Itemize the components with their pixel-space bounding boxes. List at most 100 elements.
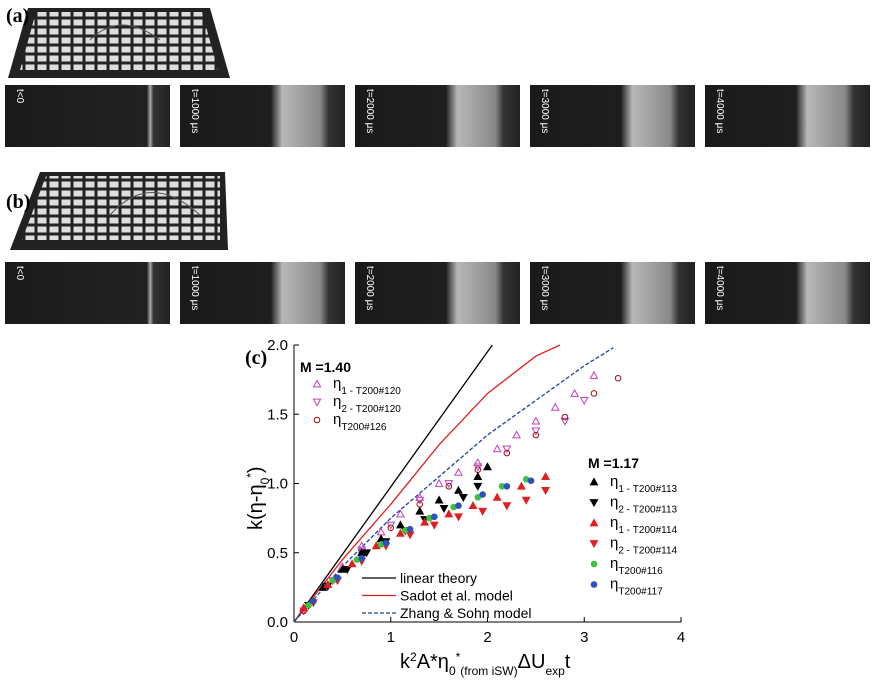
x-tick-label: 2 [483,629,491,646]
label-part: ) [245,466,267,473]
point [335,575,341,581]
panel-a-photo [8,8,230,78]
legend-name: η [610,555,618,572]
legend-name: η [610,535,618,552]
x-tick-label: 0 [290,629,298,646]
legend-marker [590,519,597,525]
legend-label: η2 - T200#113 [610,494,678,516]
point [456,503,462,509]
frame-label: t=1000 μs [189,89,200,133]
legend-sub: 2 - T200#114 [618,545,677,556]
frame-image [355,262,520,324]
legend-label: η2 - T200#114 [610,535,678,557]
figure: t<0 t=1000 μs t=2000 μs t=3000 μs t=4000 μs t… [0,0,874,682]
legend-sub: T200#116 [618,566,663,577]
frame-label: t=4000 μs [714,89,725,133]
frame-label: t=2000 μs [364,89,375,133]
point [436,480,443,486]
point [455,487,462,493]
legend-label: linear theory [400,570,477,586]
point [480,492,486,498]
point [552,404,559,410]
frame-label: t=2000 μs [364,266,375,310]
frame-label: t=4000 μs [714,266,725,310]
label-part: ΔU [518,651,546,673]
label-part: * [456,650,461,664]
legend-marker [590,541,597,547]
point [431,522,438,528]
point [407,526,413,532]
point [532,418,539,424]
legend-sub: 1 - T200#114 [618,525,677,536]
legend-marker [314,417,320,423]
frame-label: t=1000 μs [189,266,200,310]
legend-name: η [333,393,341,410]
point [474,473,481,479]
y-tick-label: 0.5 [267,545,288,562]
point [474,483,481,489]
point [469,502,476,508]
legend-marker [590,500,597,506]
point [484,463,491,469]
x-tick-label: 1 [387,629,395,646]
panel-label: (c) [245,347,267,369]
x-tick-label: 3 [580,629,588,646]
legend-name: η [610,514,618,531]
point [479,508,486,514]
point [503,503,510,509]
frame-label: t<0 [14,89,25,104]
legend-label: ηT200#116 [610,555,663,577]
frame-image [530,262,695,324]
label-part: A*η [417,651,449,673]
point [436,497,443,503]
point [474,459,481,465]
frame-image [180,262,345,324]
legend-sub: 2 - T200#120 [341,404,401,415]
legend-name: η [610,576,618,593]
point [494,494,501,500]
legend-label: Sadot et al. model [400,588,513,604]
point [397,521,404,527]
legend-name: η [333,375,341,392]
point [377,528,384,534]
point [494,445,501,451]
panel-b-photo [10,172,228,250]
point [431,514,437,520]
chart: 012340.00.51.01.52.0k2A*η0*(from iSW)ΔUe… [244,337,685,678]
point [561,418,568,424]
point [383,540,389,546]
legend-marker [591,561,597,567]
frame-image [5,85,170,147]
point [591,391,597,397]
frame-image [180,85,345,147]
legend-marker [313,399,320,405]
legend-label: η1 - T200#120 [333,375,401,397]
label-part: t [565,651,571,673]
legend-label: Zhang & Sohn model [400,605,532,621]
point [562,414,568,420]
legend-name: η [333,411,341,428]
point [455,469,462,475]
y-tick-label: 2.0 [267,337,288,354]
legend-label: η1 - T200#113 [610,473,678,495]
point [571,390,578,396]
point [581,398,588,404]
frame-image [5,262,170,324]
point [460,494,467,500]
frame-image [355,85,520,147]
label-part: 0 [258,477,272,484]
legend-label: η1 - T200#114 [610,514,678,536]
point [528,478,534,484]
frame-image [705,85,870,147]
point [542,488,549,494]
legend-sub: T200#126 [341,422,386,433]
label-part: k(η-η [245,484,267,530]
frame-label: t=3000 μs [539,89,550,133]
panel-label: (b) [6,191,30,213]
x-tick-label: 4 [677,629,685,646]
legend-name: η [610,473,618,490]
point [513,431,520,437]
point [518,483,525,489]
point [416,508,423,514]
frame-image [705,262,870,324]
